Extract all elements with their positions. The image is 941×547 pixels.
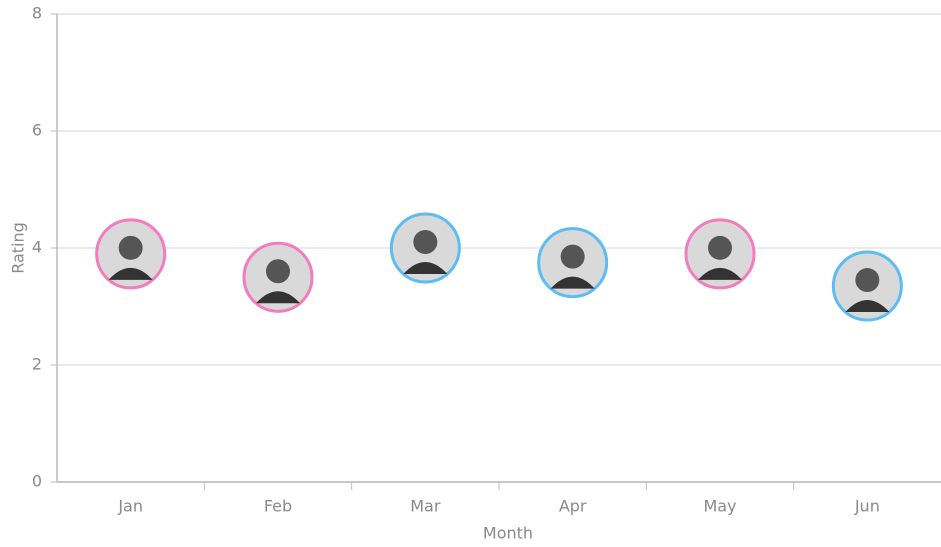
avatar-body — [550, 276, 595, 289]
avatar-marker — [389, 212, 461, 284]
avatar-body — [403, 262, 448, 274]
y-tick-label: 4 — [32, 238, 42, 257]
x-tick-label: May — [703, 497, 736, 516]
x-tick-label: Jan — [117, 497, 143, 516]
avatar-marker — [684, 218, 756, 290]
avatar-body — [108, 267, 153, 280]
avatar-body — [845, 300, 890, 313]
avatar-marker — [537, 227, 609, 299]
avatar-head — [855, 268, 880, 293]
y-tick-label: 2 — [32, 355, 42, 374]
y-axis-label: Rating — [9, 222, 28, 274]
x-axis-label: Month — [483, 524, 533, 543]
x-tick-label: Jun — [854, 497, 880, 516]
x-tick-label: Mar — [410, 497, 441, 516]
avatar-body — [698, 267, 742, 280]
y-tick-label: 0 — [32, 472, 42, 491]
avatar-head — [560, 244, 585, 269]
avatar-head — [708, 235, 732, 260]
avatar-marker — [95, 218, 167, 290]
avatar-marker — [831, 250, 903, 322]
avatar-head — [266, 259, 290, 284]
avatar-head — [413, 230, 438, 254]
x-tick-label: Apr — [559, 497, 587, 516]
y-tick-label: 6 — [32, 121, 42, 140]
y-tick-label: 8 — [32, 4, 42, 23]
avatar-head — [118, 235, 143, 260]
avatar-body — [256, 291, 300, 304]
x-tick-label: Feb — [264, 497, 292, 516]
avatar-marker — [242, 241, 314, 313]
